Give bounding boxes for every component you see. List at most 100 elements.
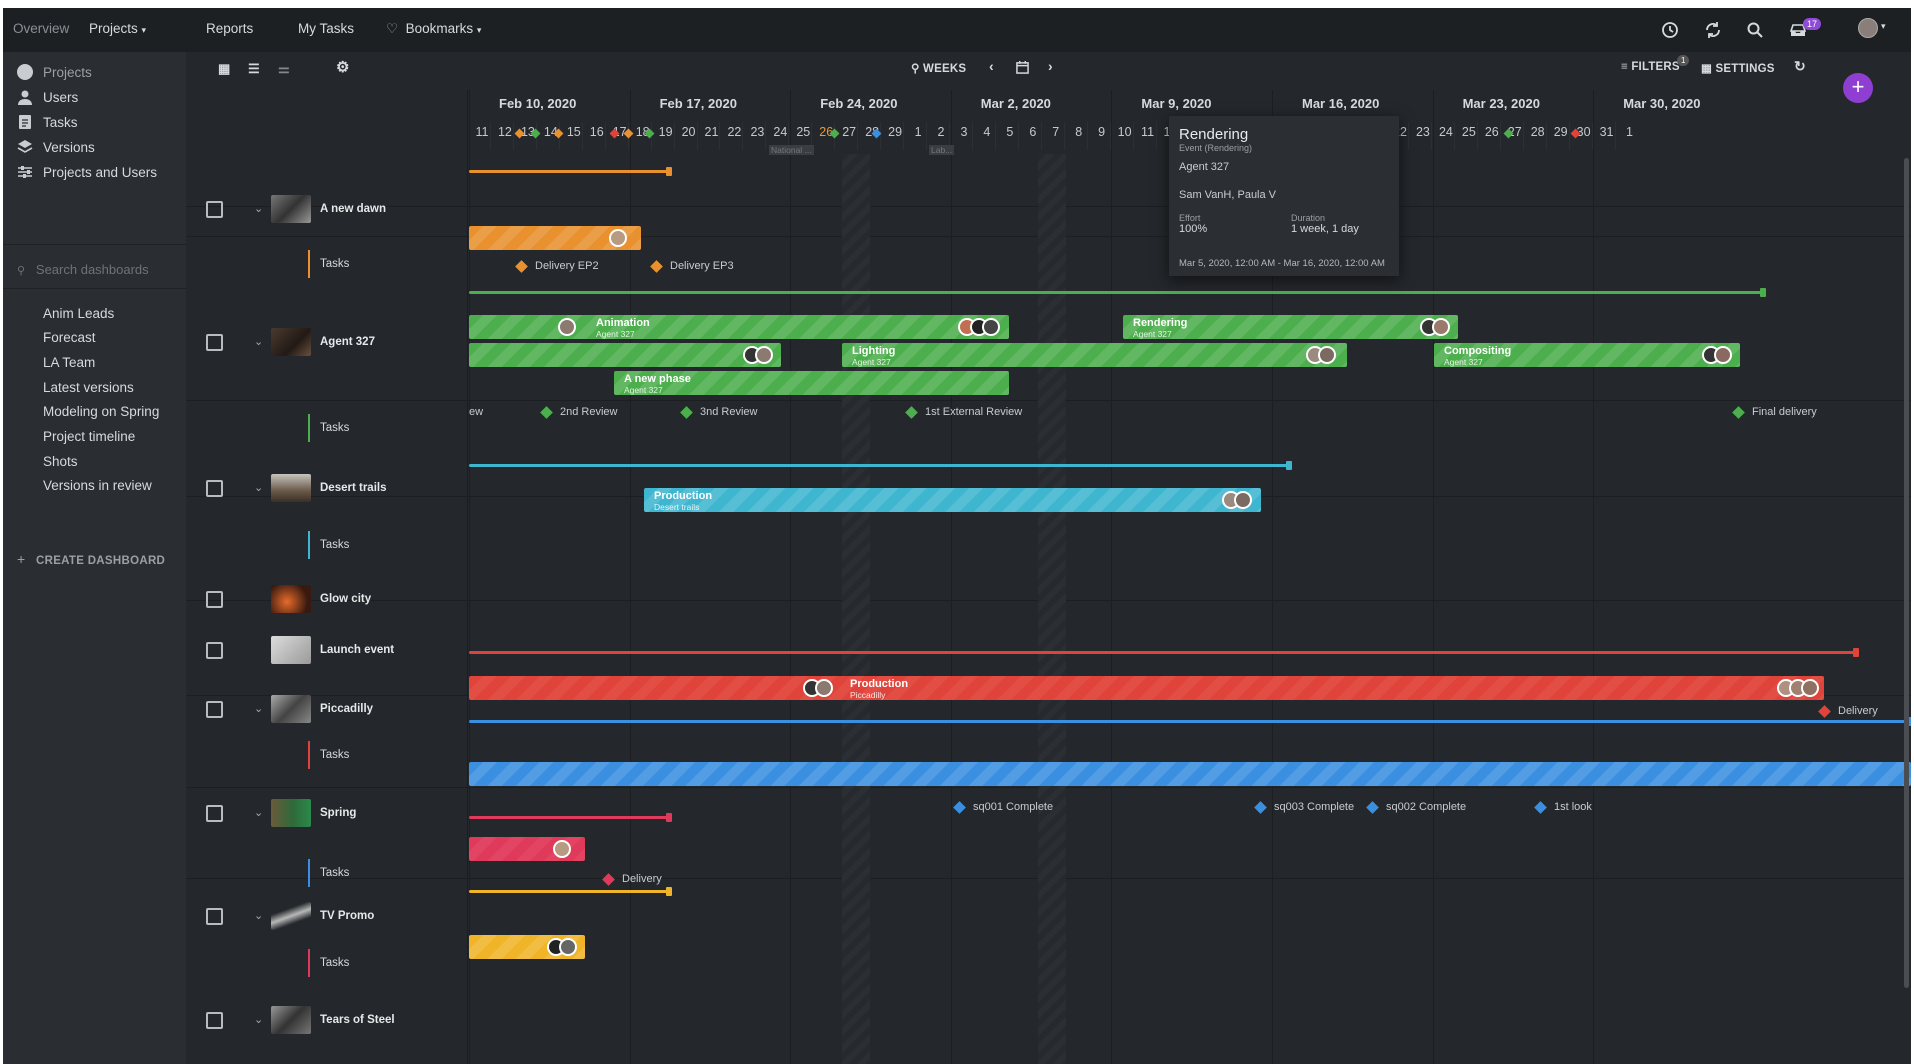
project-name[interactable]: Tears of Steel — [320, 1014, 395, 1026]
task-bar[interactable] — [469, 343, 781, 367]
dashboard-search[interactable]: ⚲ Search dashboards — [17, 262, 149, 277]
project-bar[interactable] — [469, 837, 585, 861]
project-row[interactable]: ⌄ Agent 327 — [186, 328, 468, 358]
select-checkbox[interactable] — [206, 805, 223, 822]
nav-my-tasks[interactable]: My Tasks — [298, 21, 355, 36]
sliders-icon[interactable]: ⚌ — [278, 61, 290, 76]
zoom-select[interactable]: ⚲ WEEKS — [911, 61, 966, 75]
sidebar-item-users[interactable]: Users — [17, 86, 78, 108]
project-row[interactable]: Glow city — [186, 585, 468, 615]
task-bar-production[interactable]: Production Desert trails — [644, 488, 1261, 512]
milestone[interactable]: 1st look — [1534, 800, 1592, 814]
nav-projects[interactable]: Projects ▾ — [89, 21, 146, 36]
select-checkbox[interactable] — [206, 642, 223, 659]
chevron-down-icon[interactable]: ⌄ — [254, 336, 264, 348]
project-row[interactable]: ⌄ Spring — [186, 799, 468, 829]
sync-icon[interactable] — [1703, 20, 1723, 40]
project-name[interactable]: A new dawn — [320, 203, 387, 215]
sidebar-dashboard-item[interactable]: Project timeline — [17, 426, 135, 448]
refresh-icon[interactable]: ↻ — [1794, 58, 1806, 74]
filters-button[interactable]: ≡ FILTERS — [1621, 61, 1680, 73]
nav-bookmarks[interactable]: ♡ Bookmarks ▾ — [386, 21, 481, 37]
chevron-down-icon[interactable]: ⌄ — [254, 703, 264, 715]
task-bar-lighting[interactable]: Lighting Agent 327 — [842, 343, 1347, 367]
timeline[interactable]: Feb 10, 2020 Feb 17, 2020 Feb 24, 2020 Mar … — [469, 90, 1911, 1064]
project-name[interactable]: Launch event — [320, 644, 395, 656]
task-bar-animation[interactable]: Animation Agent 327 — [469, 315, 1009, 339]
sidebar-dashboard-item[interactable]: Forecast — [17, 327, 96, 349]
sidebar-dashboard-item[interactable]: Shots — [17, 450, 78, 472]
project-row[interactable]: ⌄ TV Promo — [186, 902, 468, 932]
chevron-left-icon[interactable]: ‹ — [989, 58, 994, 74]
select-checkbox[interactable] — [206, 201, 223, 218]
sidebar-item-projects[interactable]: Projects — [17, 61, 92, 83]
project-name[interactable]: Desert trails — [320, 482, 387, 494]
task-bar-rendering[interactable]: Rendering Agent 327 — [1123, 315, 1458, 339]
select-checkbox[interactable] — [206, 591, 223, 608]
chevron-down-icon[interactable]: ⌄ — [254, 807, 264, 819]
milestone[interactable]: 3nd Review — [680, 405, 757, 419]
project-name[interactable]: Piccadilly — [320, 703, 374, 715]
inbox-icon[interactable] — [1788, 20, 1808, 40]
select-checkbox[interactable] — [206, 701, 223, 718]
project-bar[interactable] — [469, 226, 641, 250]
select-checkbox[interactable] — [206, 480, 223, 497]
milestone[interactable]: 1st External Review — [905, 405, 1022, 419]
select-checkbox[interactable] — [206, 1012, 223, 1029]
create-dashboard-button[interactable]: + CREATE DASHBOARD — [17, 551, 165, 567]
milestone[interactable]: sq002 Complete — [1366, 800, 1466, 814]
settings-button[interactable]: ▦ SETTINGS — [1701, 61, 1775, 75]
project-row[interactable]: Launch event — [186, 636, 468, 666]
sidebar-dashboard-item[interactable]: LA Team — [17, 351, 95, 373]
project-name[interactable]: Agent 327 — [320, 336, 375, 348]
chevron-down-icon[interactable]: ⌄ — [254, 203, 264, 215]
project-bar[interactable] — [469, 935, 585, 959]
sidebar-item-tasks[interactable]: Tasks — [17, 111, 78, 133]
project-row[interactable]: ⌄ Piccadilly — [186, 695, 468, 725]
chevron-down-icon[interactable]: ⌄ — [254, 910, 264, 922]
project-name[interactable]: Glow city — [320, 593, 372, 605]
gear-icon[interactable]: ⚙ — [336, 59, 350, 76]
milestone[interactable]: sq003 Complete — [1254, 800, 1354, 814]
milestone[interactable]: 2nd Review — [540, 405, 617, 419]
project-row[interactable]: ⌄ A new dawn — [186, 195, 468, 225]
project-name[interactable]: TV Promo — [320, 910, 375, 922]
select-checkbox[interactable] — [206, 334, 223, 351]
task-bar-new-phase[interactable]: A new phase Agent 327 — [614, 371, 1009, 395]
milestone[interactable]: Delivery EP2 — [515, 259, 599, 273]
chevron-right-icon[interactable]: › — [1048, 58, 1053, 74]
milestone[interactable]: Delivery — [602, 872, 662, 886]
sidebar-item-versions[interactable]: Versions — [17, 136, 95, 158]
sidebar-dashboard-item[interactable]: Anim Leads — [17, 302, 114, 324]
chevron-down-icon[interactable]: ▾ — [1881, 21, 1886, 31]
chevron-down-icon[interactable]: ⌄ — [254, 482, 264, 494]
clock-icon[interactable] — [1660, 20, 1680, 40]
sidebar-item-projects-and-users[interactable]: Projects and Users — [17, 161, 157, 183]
sidebar-dashboard-item[interactable]: Latest versions — [17, 376, 134, 398]
task-bar-production[interactable]: Production Piccadilly — [469, 676, 1824, 700]
project-row[interactable]: ⌄ Desert trails — [186, 474, 468, 504]
milestone[interactable]: ew — [469, 406, 483, 418]
task-bar-compositing[interactable]: Compositing Agent 327 — [1434, 343, 1740, 367]
grid-view-icon[interactable]: ▦ — [218, 61, 231, 76]
project-name[interactable]: Spring — [320, 807, 357, 819]
sidebar-dashboard-item[interactable]: Modeling on Spring — [17, 401, 159, 423]
sidebar-dashboard-item[interactable]: Versions in review — [17, 475, 152, 497]
nav-reports[interactable]: Reports — [206, 21, 254, 36]
milestone[interactable]: sq001 Complete — [953, 800, 1053, 814]
nav-overview[interactable]: Overview — [13, 21, 70, 36]
search-icon[interactable] — [1745, 20, 1765, 40]
add-button[interactable]: + — [1843, 73, 1873, 103]
chevron-down-icon[interactable]: ⌄ — [254, 1014, 264, 1026]
select-checkbox[interactable] — [206, 908, 223, 925]
avatar[interactable] — [1858, 18, 1878, 38]
project-row[interactable]: ⌄ Tears of Steel — [186, 1006, 468, 1036]
calendar-icon[interactable] — [1016, 61, 1029, 74]
vertical-scrollbar[interactable] — [1904, 158, 1909, 988]
milestone[interactable]: Delivery EP3 — [650, 259, 734, 273]
project-bar[interactable] — [469, 762, 1911, 786]
milestone[interactable]: Final delivery — [1732, 405, 1817, 419]
list-view-icon[interactable]: ☰ — [248, 61, 260, 76]
milestone[interactable]: Delivery — [1818, 704, 1878, 718]
day-gridline — [1109, 122, 1111, 150]
